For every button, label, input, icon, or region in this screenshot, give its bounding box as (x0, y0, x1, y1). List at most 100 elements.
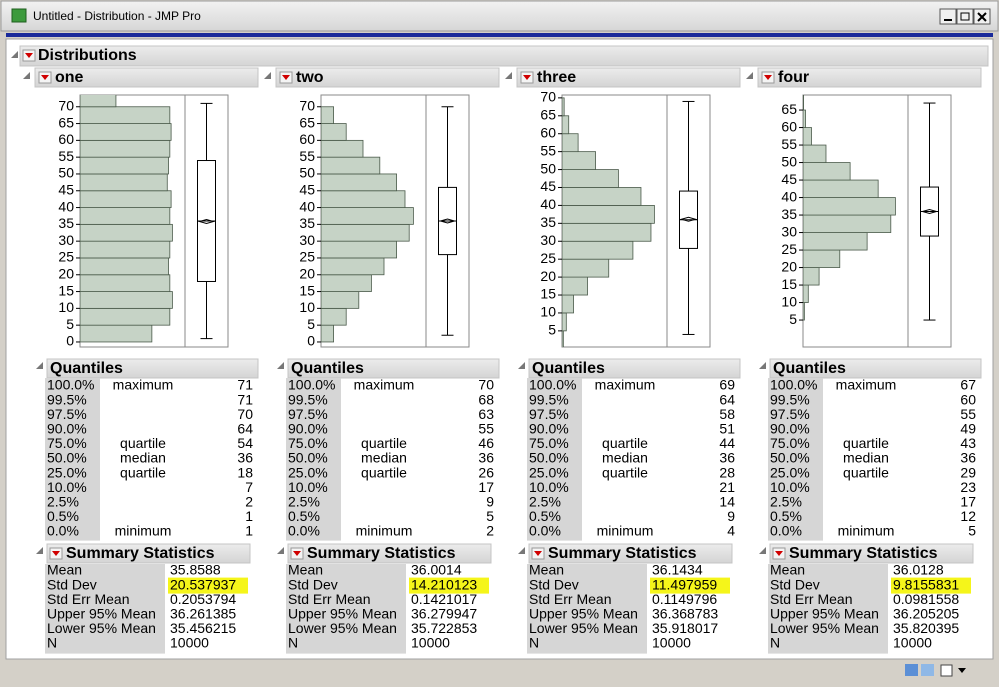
stat-value: 35.918017 (652, 620, 718, 636)
y-tick-label: 40 (299, 198, 315, 214)
column-shade (527, 564, 647, 654)
stat-value: 0.2053794 (170, 591, 236, 607)
y-tick-label: 40 (781, 188, 797, 204)
y-tick-label: 30 (781, 223, 797, 239)
outline-header (528, 543, 733, 564)
y-tick-label: 10 (540, 304, 556, 320)
disclosure-icon[interactable] (36, 547, 43, 554)
histogram-bar (562, 276, 588, 296)
y-tick-label: 25 (58, 249, 74, 265)
quantiles-title: Quantiles (50, 360, 123, 377)
disclosure-icon[interactable] (759, 362, 766, 369)
status-bar (0, 660, 999, 687)
column-shade (45, 564, 165, 654)
maximize-button[interactable] (956, 8, 974, 25)
quantile-label: quartile (843, 435, 889, 451)
quantile-value: 17 (960, 494, 976, 510)
quantile-pct: 25.0% (529, 464, 569, 480)
quantile-pct: 99.5% (529, 391, 569, 407)
stat-label: Std Err Mean (47, 591, 129, 607)
status-checkbox[interactable] (940, 664, 953, 677)
quantile-pct: 50.0% (529, 450, 569, 466)
y-tick-label: 50 (781, 153, 797, 169)
disclosure-icon[interactable] (264, 72, 271, 79)
stat-label: Upper 95% Mean (529, 606, 638, 622)
quantile-value: 63 (478, 406, 494, 422)
quantile-label: minimum (597, 523, 654, 539)
stat-value: 36.205205 (893, 606, 959, 622)
column-shade (768, 564, 888, 654)
histogram-bar (321, 240, 397, 259)
quantile-value: 60 (960, 391, 976, 407)
histogram-bar (321, 257, 385, 276)
quantile-pct: 97.5% (288, 406, 328, 422)
disclosure-icon[interactable] (36, 362, 43, 369)
quantile-value: 9 (727, 508, 735, 524)
quantile-value: 64 (237, 421, 253, 437)
disclosure-icon[interactable] (746, 72, 753, 79)
quantile-value: 51 (719, 421, 735, 437)
window-buttons[interactable] (939, 8, 991, 25)
status-icon[interactable] (921, 664, 934, 676)
histogram-bar (803, 302, 805, 321)
quantile-pct: 0.0% (288, 523, 320, 539)
quantile-label: quartile (361, 464, 407, 480)
stat-value: 36.1434 (652, 562, 703, 578)
quantile-pct: 0.0% (770, 523, 802, 539)
red-triangle (775, 551, 783, 556)
stat-value: 36.261385 (170, 606, 236, 622)
quantile-value: 36 (960, 450, 976, 466)
disclosure-icon[interactable] (759, 547, 766, 554)
red-triangle (52, 551, 60, 556)
quantile-value: 43 (960, 435, 976, 451)
histogram-bar (80, 223, 173, 242)
minimize-button[interactable] (939, 8, 957, 25)
disclosure-icon[interactable] (518, 362, 525, 369)
y-tick-label: 45 (299, 181, 315, 197)
histogram-bar (803, 284, 809, 303)
quantile-value: 55 (960, 406, 976, 422)
quantile-value: 36 (478, 450, 494, 466)
quantile-pct: 0.5% (288, 508, 320, 524)
quantile-pct: 100.0% (529, 377, 576, 393)
mean-diamond (197, 218, 216, 224)
quantile-label: maximum (354, 377, 415, 393)
stat-label: Std Dev (47, 576, 97, 592)
quantile-pct: 25.0% (288, 464, 328, 480)
status-icon[interactable] (905, 664, 918, 676)
y-tick-label: 55 (781, 136, 797, 152)
outline-header (287, 358, 500, 379)
quantile-value: 9 (486, 494, 494, 510)
quantile-label: quartile (843, 464, 889, 480)
status-menu[interactable] (958, 668, 966, 673)
summary-title: Summary Statistics (548, 545, 697, 562)
quantile-pct: 0.0% (47, 523, 79, 539)
distribution-title: one (55, 69, 84, 86)
disclosure-icon[interactable] (505, 72, 512, 79)
quantile-value: 36 (237, 450, 253, 466)
mean-diamond (920, 208, 939, 215)
quantile-value: 21 (719, 479, 735, 495)
disclosure-icon[interactable] (11, 51, 18, 58)
disclosure-icon[interactable] (23, 72, 30, 79)
toolbar-rule (6, 33, 993, 37)
disclosure-icon[interactable] (277, 547, 284, 554)
quantile-pct: 2.5% (770, 494, 802, 510)
stat-value: 35.722853 (411, 620, 477, 636)
disclosure-icon[interactable] (277, 362, 284, 369)
stat-label: Lower 95% Mean (47, 620, 156, 636)
outline-header (19, 45, 989, 67)
quantile-pct: 2.5% (529, 494, 561, 510)
stat-label: Mean (770, 562, 805, 578)
quantile-label: median (120, 450, 166, 466)
histogram-bar (80, 139, 171, 158)
disclosure-icon[interactable] (518, 547, 525, 554)
quantile-pct: 10.0% (288, 479, 328, 495)
quantile-pct: 75.0% (288, 435, 328, 451)
quantile-value: 70 (237, 406, 253, 422)
histogram-bar (803, 109, 806, 128)
quantile-value: 69 (719, 377, 735, 393)
column-shade (527, 378, 582, 541)
quantile-value: 70 (478, 377, 494, 393)
quantile-value: 44 (719, 435, 735, 451)
